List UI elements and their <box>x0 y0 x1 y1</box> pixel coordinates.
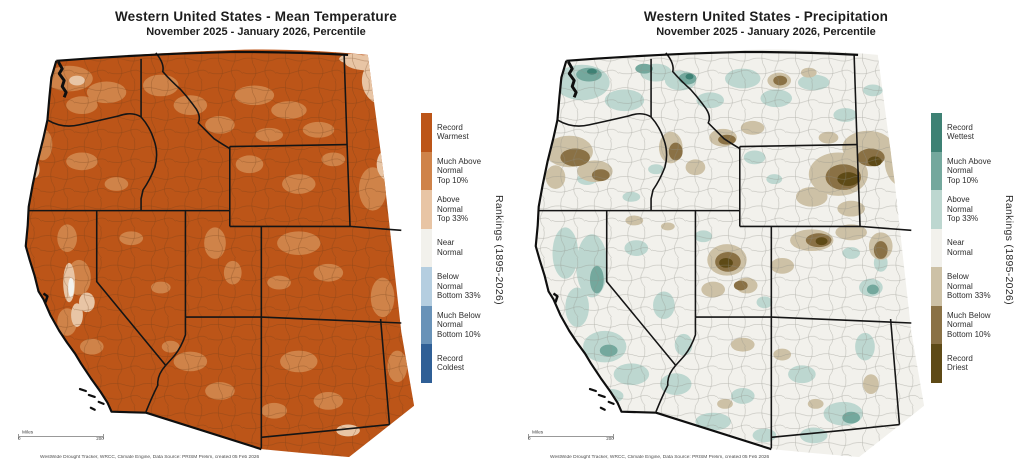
county-lines <box>535 50 925 458</box>
legend-swatch <box>421 113 432 152</box>
legend-label: Record Driest <box>947 353 973 373</box>
legend-swatch <box>931 267 942 306</box>
legend-label: Above Normal Top 33% <box>437 195 469 223</box>
legend-rankings-label: Rankings (1895-2026) <box>1003 195 1015 305</box>
legend-item: Below Normal Bottom 33% <box>931 267 1019 306</box>
legend-swatch <box>931 344 942 383</box>
legend-items: Record Warmest Much Above Normal Top 10% A… <box>421 113 509 383</box>
legend-label: Record Coldest <box>437 353 465 373</box>
legend-item: Record Warmest <box>421 113 509 152</box>
precipitation-map <box>534 49 925 458</box>
legend-item: Near Normal <box>931 228 1019 267</box>
legend-item: Below Normal Bottom 33% <box>421 267 509 306</box>
scale-bar-end: 200 <box>606 437 614 442</box>
legend-item: Much Below Normal Bottom 10% <box>931 305 1019 344</box>
scale-bar: Miles 0 200 <box>18 429 104 443</box>
page-title: Western United States - Precipitation <box>643 9 889 24</box>
legend-swatch <box>421 151 432 190</box>
legend-item: Much Above Normal Top 10% <box>931 151 1019 190</box>
scale-bar-start: 0 <box>528 437 531 442</box>
scale-bar-line <box>528 434 614 439</box>
legend-items: Record Wettest Much Above Normal Top 10% A… <box>931 113 1019 383</box>
legend-swatch <box>931 305 942 344</box>
legend-item: Record Coldest <box>421 344 509 383</box>
legend-swatch <box>421 228 432 267</box>
scale-bar-units: Miles <box>22 430 34 435</box>
legend-swatch <box>421 267 432 306</box>
legend-item: Near Normal <box>421 228 509 267</box>
legend-label: Below Normal Bottom 33% <box>437 272 481 300</box>
page-title: Western United States - Mean Temperature <box>114 9 398 24</box>
scale-bar-end: 200 <box>96 437 104 442</box>
temperature-map <box>24 49 415 458</box>
precipitation-legend: Record Wettest Much Above Normal Top 10% A… <box>931 113 1019 383</box>
legend-item: Above Normal Top 33% <box>421 190 509 229</box>
legend-swatch <box>931 151 942 190</box>
scale-bar-line <box>18 434 104 439</box>
legend-label: Much Below Normal Bottom 10% <box>947 310 991 339</box>
temperature-panel: Western United States - Mean Temperature… <box>18 9 509 460</box>
legend-item: Above Normal Top 33% <box>931 190 1019 229</box>
legend-label: Much Above Normal Top 10% <box>947 156 992 185</box>
scale-bar-start: 0 <box>18 437 21 442</box>
page-subtitle: November 2025 - January 2026, Percentile <box>656 26 876 38</box>
legend-label: Above Normal Top 33% <box>947 195 979 223</box>
legend-swatch <box>421 305 432 344</box>
attribution-text: WestWide Drought Tracker, WRCC, Climate … <box>40 455 260 460</box>
precipitation-panel: Western United States - Precipitation No… <box>510 0 1022 470</box>
legend-item: Record Wettest <box>931 113 1019 152</box>
county-lines <box>25 50 415 458</box>
legend-label: Record Warmest <box>437 122 469 142</box>
legend-rankings-label: Rankings (1895-2026) <box>493 195 505 305</box>
legend-swatch <box>421 344 432 383</box>
legend-label: Much Above Normal Top 10% <box>437 156 482 185</box>
scale-bar: Miles 0 200 <box>528 429 614 443</box>
legend-item: Much Above Normal Top 10% <box>421 151 509 190</box>
legend-swatch <box>931 228 942 267</box>
legend-label: Much Below Normal Bottom 10% <box>437 310 481 339</box>
legend-label: Near Normal <box>437 238 463 257</box>
legend-item: Record Driest <box>931 344 1019 383</box>
legend-label: Near Normal <box>947 238 973 257</box>
temperature-legend: Record Warmest Much Above Normal Top 10% A… <box>421 113 509 383</box>
legend-label: Below Normal Bottom 33% <box>947 272 991 300</box>
legend-swatch <box>931 113 942 152</box>
legend-swatch <box>931 190 942 229</box>
page-subtitle: November 2025 - January 2026, Percentile <box>146 26 366 38</box>
scale-bar-units: Miles <box>532 430 544 435</box>
legend-item: Much Below Normal Bottom 10% <box>421 305 509 344</box>
legend-label: Record Wettest <box>947 122 974 142</box>
attribution-text: WestWide Drought Tracker, WRCC, Climate … <box>550 455 770 460</box>
legend-swatch <box>421 190 432 229</box>
